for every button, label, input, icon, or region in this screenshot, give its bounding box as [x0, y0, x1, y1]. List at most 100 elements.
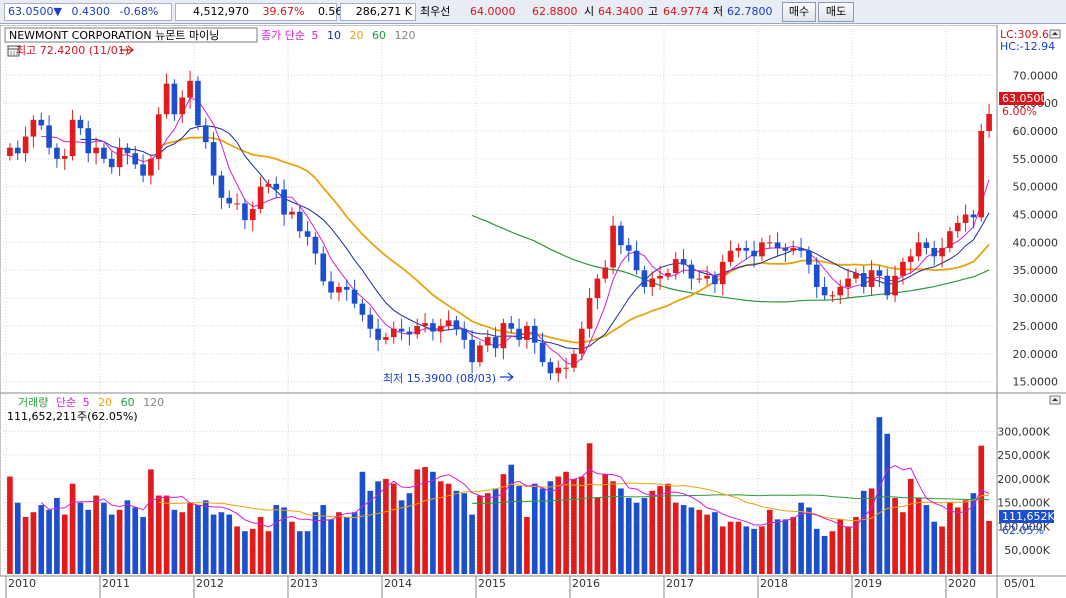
candle-body: [336, 286, 342, 293]
candle-body: [210, 142, 217, 176]
candle-body: [38, 119, 45, 126]
volume-bar: [163, 495, 170, 574]
candle-body: [500, 323, 507, 349]
candle: [743, 240, 750, 260]
candle-body: [790, 247, 797, 251]
volume-bar: [492, 488, 499, 574]
candle: [813, 257, 820, 299]
candle-body: [140, 164, 146, 176]
high-annotation: 최고 72.4200 (11/01): [16, 44, 129, 57]
volume-bar: [359, 471, 366, 574]
volume-bar: [140, 516, 146, 574]
volume-bar: [202, 500, 209, 574]
candle-body: [751, 250, 757, 257]
candle-body: [492, 337, 499, 349]
buy-button[interactable]: 매수: [782, 2, 816, 22]
candle-body: [484, 337, 491, 346]
volume-bar: [500, 474, 507, 574]
candle-body: [414, 325, 421, 335]
candle: [954, 215, 961, 238]
vol-legend-ma5: 5: [83, 396, 90, 409]
candle: [69, 109, 76, 161]
calendar-icon[interactable]: [7, 45, 20, 57]
year-label: 2012: [196, 577, 224, 590]
candle: [375, 318, 381, 352]
vol-legend-ma20: 20: [98, 396, 112, 409]
candle-body: [649, 278, 656, 287]
volume-bar: [524, 516, 530, 574]
volume-bar: [759, 526, 765, 574]
last-price-pct: 6.00%: [1002, 105, 1037, 118]
candle-body: [931, 247, 938, 257]
candle-body: [774, 242, 781, 248]
ma60-line: [471, 214, 990, 303]
candle: [798, 237, 804, 258]
volume-bar: [954, 507, 961, 574]
year-label: 2013: [290, 577, 318, 590]
candle-body: [375, 328, 381, 340]
legend-ma10: 10: [327, 29, 341, 42]
candle: [806, 246, 812, 274]
candle: [868, 260, 875, 296]
volume-bar: [422, 467, 428, 574]
volume-bar: [336, 512, 342, 574]
candle: [422, 313, 428, 333]
price-panel-toggle[interactable]: [1049, 29, 1061, 39]
collapse-icon: [1052, 32, 1058, 35]
candle-body: [304, 231, 311, 237]
price-tick-label: 30.0000: [1013, 292, 1059, 305]
candle: [453, 315, 460, 336]
volume-bar: [148, 469, 154, 574]
candle: [304, 221, 311, 246]
last-volume-pct: 62.05%: [1002, 524, 1044, 537]
candle-body: [727, 250, 734, 262]
year-label: 2015: [478, 577, 506, 590]
volume-legend-label: 거래량: [18, 396, 48, 409]
candle: [931, 240, 938, 266]
year-label: 2010: [8, 577, 36, 590]
candle: [234, 193, 240, 211]
candle-body: [704, 275, 710, 279]
candle: [484, 329, 491, 353]
candle: [876, 265, 883, 287]
candle-body: [602, 267, 609, 279]
candle: [148, 154, 154, 185]
candle: [140, 154, 146, 183]
candle: [343, 279, 350, 301]
candle: [837, 279, 844, 305]
volume-panel-toggle[interactable]: [1049, 395, 1061, 405]
open-label: 시: [584, 5, 595, 18]
candle-body: [312, 236, 319, 254]
volume-bar: [187, 502, 193, 574]
candle-body: [563, 367, 569, 369]
candle-body: [61, 156, 68, 159]
low-annotation: 최저 15.3900 (08/03): [383, 372, 496, 385]
volume-ma60-line: [472, 494, 990, 505]
candle: [163, 73, 170, 119]
candle-body: [798, 247, 804, 251]
candle: [665, 268, 671, 281]
candle: [962, 204, 969, 232]
volume-bar: [477, 495, 483, 574]
volume-bar: [806, 507, 812, 574]
volume-bar: [625, 497, 632, 574]
high-arrow-icon: [120, 45, 134, 55]
candle: [735, 243, 742, 258]
low-price: 62.7800: [727, 5, 773, 18]
stock-name-box[interactable]: [4, 27, 258, 43]
volume-bar: [218, 512, 225, 574]
sell-button[interactable]: 매도: [818, 2, 854, 22]
candle: [610, 215, 616, 275]
candle-body: [398, 328, 405, 332]
candle-body: [845, 278, 851, 287]
price-tick-label: 55.0000: [1013, 153, 1059, 166]
volume-bar: [85, 509, 92, 574]
last-volume-label: 111,652K: [1002, 510, 1055, 523]
volume-bar: [970, 493, 977, 574]
volume-bar: [798, 502, 804, 574]
candle: [359, 299, 366, 322]
candle-body: [477, 345, 483, 363]
candle-body: [249, 208, 256, 221]
volume-bar: [179, 512, 186, 574]
candle-body: [547, 362, 554, 374]
